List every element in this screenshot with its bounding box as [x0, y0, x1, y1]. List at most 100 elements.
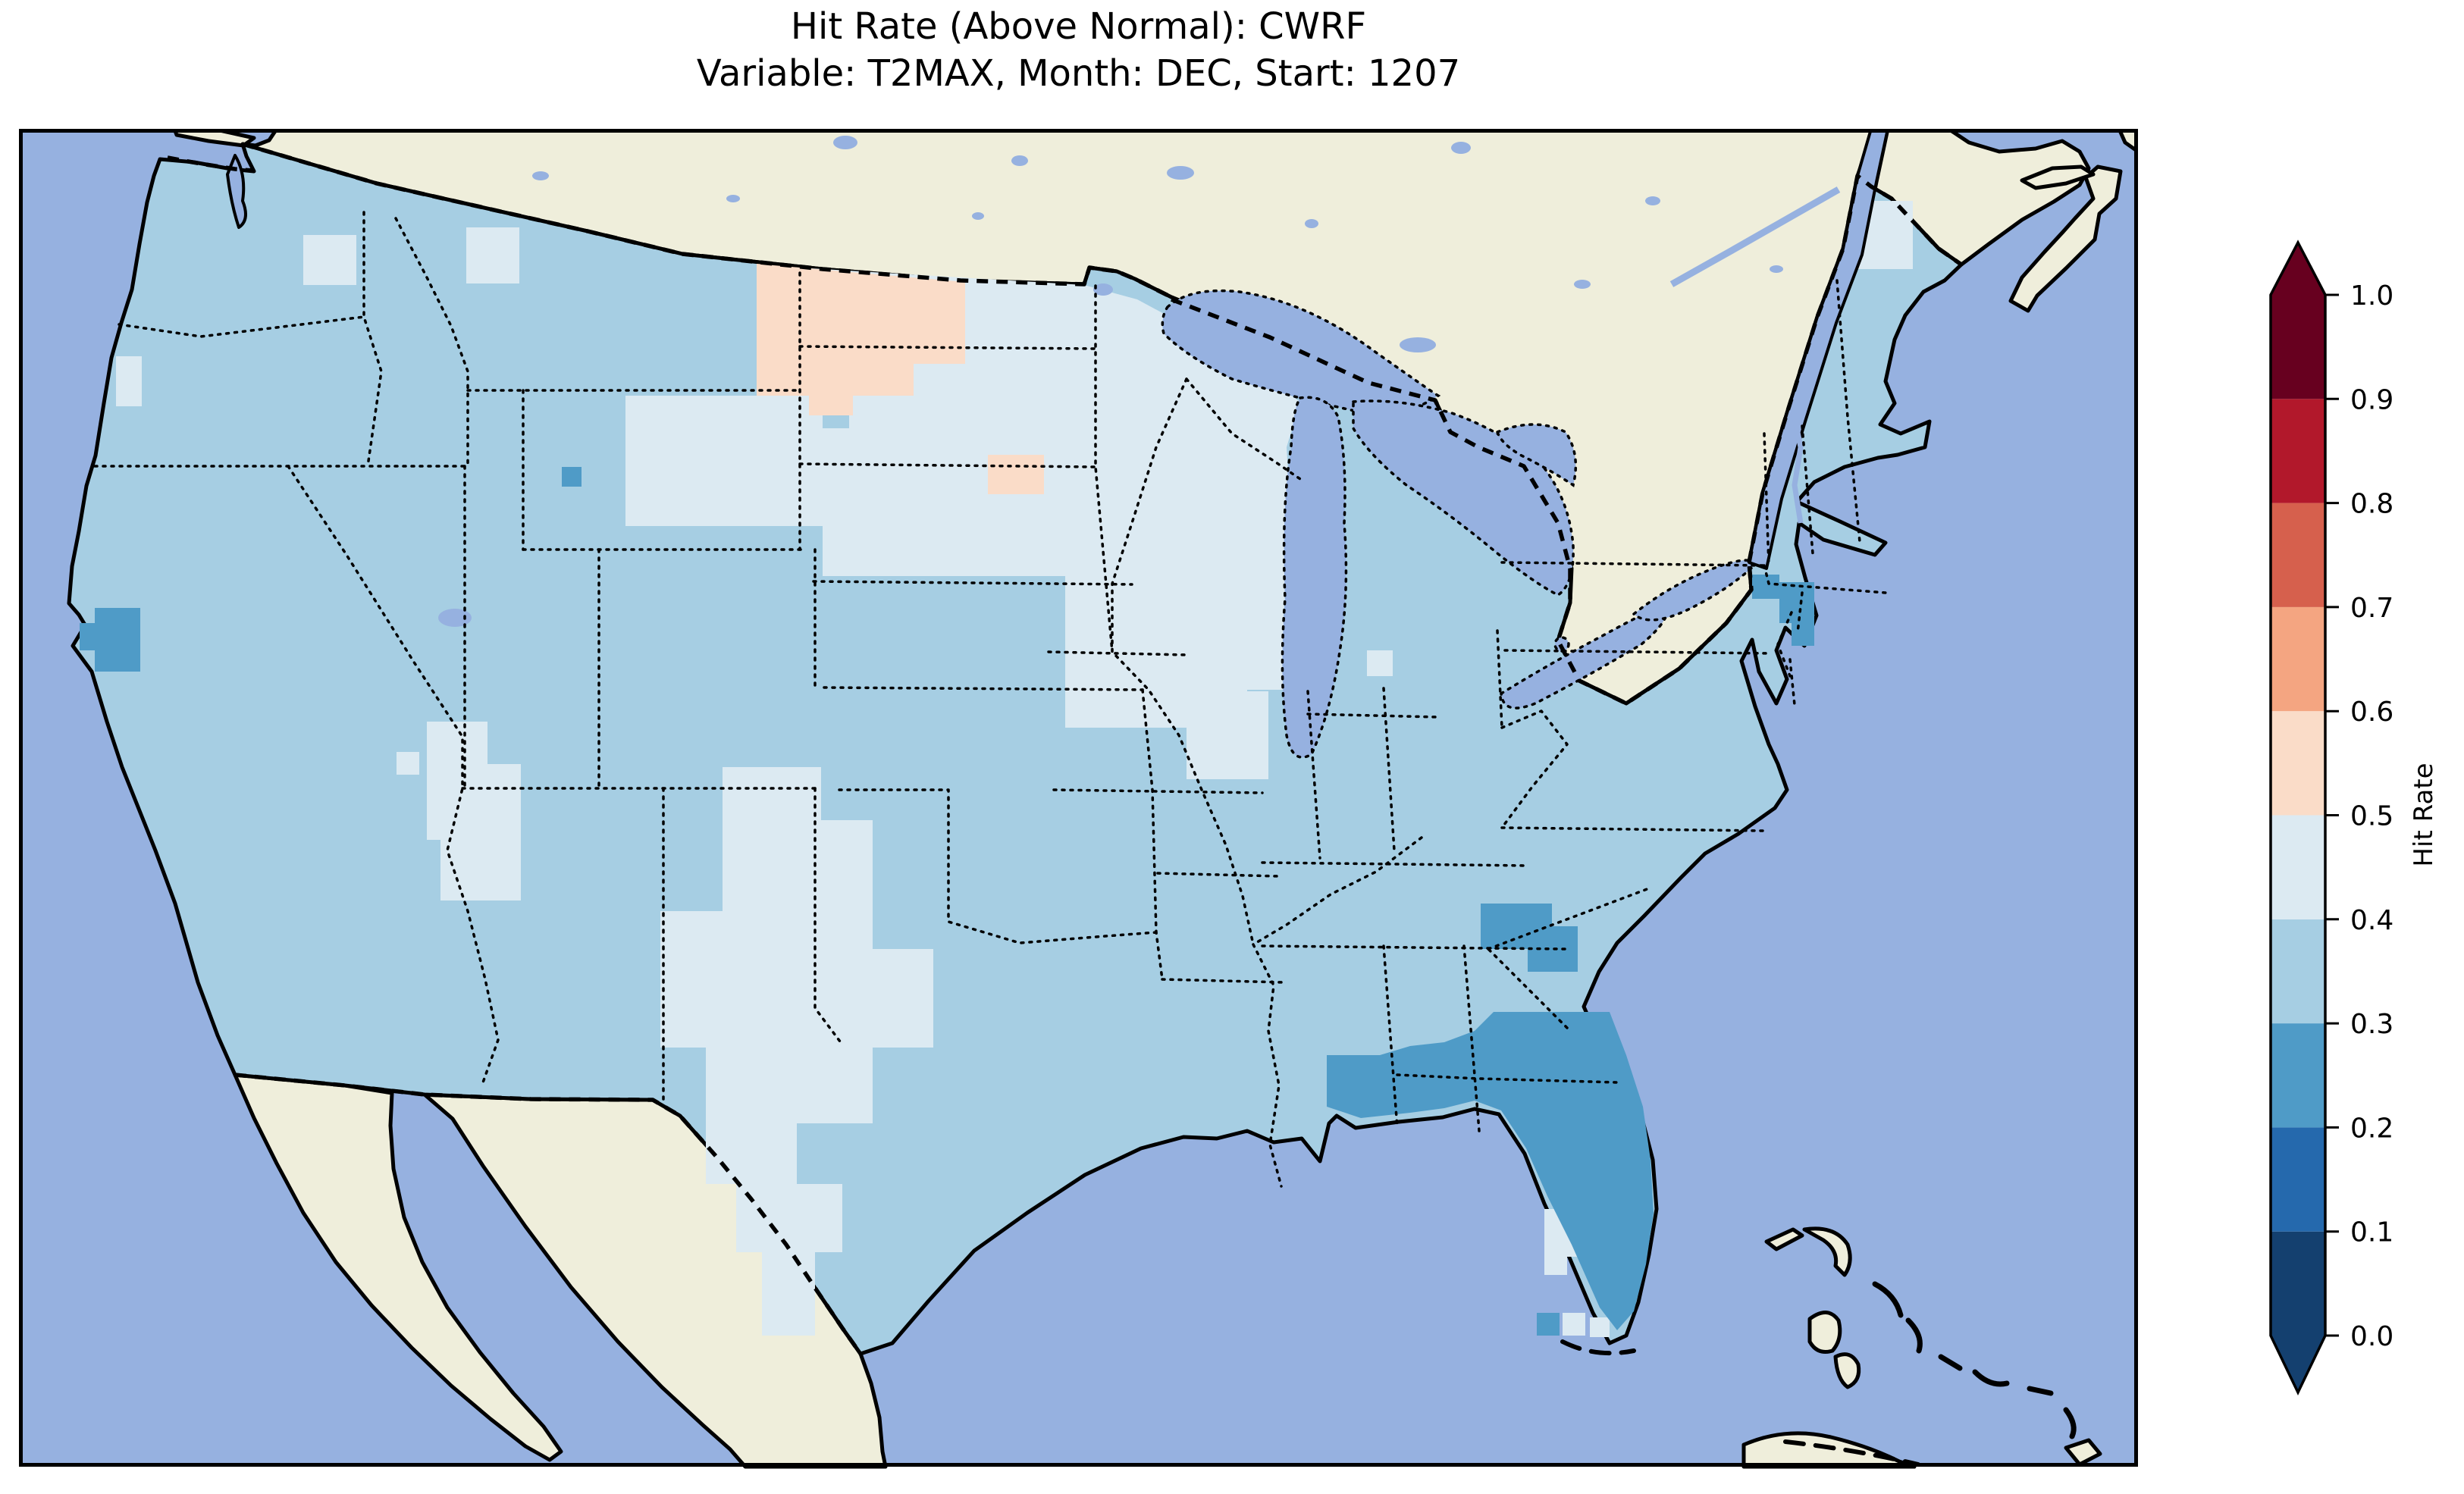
tick-label: 0.3: [2350, 1009, 2393, 1040]
cell-patch: [1563, 1313, 1585, 1336]
small-lake: [1770, 265, 1783, 273]
state-border: [1500, 826, 1766, 832]
state-border: [1796, 591, 1804, 634]
cells-hit-rate-0.2-0.3: [80, 467, 1814, 1336]
colorbar-axis-label: Hit Rate: [2409, 763, 2439, 866]
state-border: [813, 787, 844, 1046]
cells-west-texas-new-mexico: [660, 767, 933, 1184]
tick-label: 0.4: [2350, 905, 2393, 936]
state-border: [798, 345, 1097, 350]
exuma-arc: [1905, 1317, 1923, 1354]
bahamas-island: [2064, 1438, 2102, 1467]
us-canada-border-lakes: [1171, 297, 1754, 706]
small-lake: [833, 136, 857, 149]
tick-label: 0.8: [2350, 489, 2393, 520]
colorbar-bin: [2271, 1231, 2325, 1336]
state-border: [1763, 432, 1770, 567]
cells-hit-rate-0.4-0.5: [116, 201, 1913, 1337]
state-border: [1835, 279, 1861, 543]
state-border: [118, 315, 365, 338]
island-arc: [1938, 1354, 1963, 1371]
small-lake: [1574, 280, 1591, 289]
colorbar-bin: [2271, 1023, 2325, 1128]
colorbar-bin: [2271, 503, 2325, 607]
cells-montana-north-dakota-pink: [757, 264, 965, 415]
small-lake: [1451, 142, 1471, 154]
cell-patch: [1537, 1313, 1560, 1336]
colorbar-ticks: 0.0 0.1 0.2 0.3 0.4 0.5 0.6 0.7 0.8 0.9 …: [2325, 280, 2393, 1352]
small-lake: [726, 195, 740, 202]
map-frame: [19, 129, 2138, 1467]
tick-label: 0.5: [2350, 801, 2393, 832]
state-border: [1094, 284, 1114, 653]
bahamas-island: [1764, 1227, 1804, 1251]
state-border: [1161, 978, 1285, 984]
state-borders: [93, 211, 1887, 1188]
us-canada-border-east: [1747, 174, 1963, 563]
cells-hit-rate-0.5-0.6: [757, 264, 1044, 494]
small-lake: [1011, 155, 1028, 166]
colorbar-bin: [2271, 919, 2325, 1024]
small-lake: [1645, 196, 1660, 205]
state-border: [1382, 944, 1399, 1129]
hudson-river: [1790, 409, 1804, 524]
cells-wyoming-nebraska: [625, 396, 823, 526]
cuba-cays: [1783, 1439, 1920, 1467]
state-border: [1462, 944, 1481, 1132]
cells-south-dakota-nebraska: [823, 428, 1096, 576]
tick-label: 0.6: [2350, 697, 2393, 728]
title-line-2: Variable: T2MAX, Month: DEC, Start: 1207: [696, 52, 1461, 95]
cells-florida-gulf-coast: [1327, 1012, 1654, 1330]
colorbar-bin: [2271, 295, 2325, 399]
island-arc: [2027, 1386, 2054, 1396]
cell-patch: [1367, 650, 1393, 676]
colorbar-bin: [2271, 399, 2325, 503]
cells-central-georgia: [1481, 904, 1578, 972]
cells-iowa-illinois: [1065, 553, 1268, 779]
state-border: [1487, 947, 1569, 1029]
small-lakes: [438, 136, 2064, 627]
tick-label: 1.0: [2350, 280, 2393, 312]
small-lake: [2053, 221, 2064, 227]
island-arc: [1972, 1369, 2010, 1387]
state-border: [287, 465, 500, 1084]
state-border: [1503, 649, 1772, 655]
colorbar-bin: [2271, 815, 2325, 919]
cell-patch: [466, 227, 519, 283]
cell-patch: [1590, 1317, 1610, 1337]
cell-patch: [303, 235, 356, 285]
small-lake: [972, 212, 984, 220]
colorbar-extend-max-arrow: [2271, 243, 2325, 295]
lake-nipigon: [1400, 337, 1436, 352]
lake-michigan: [1281, 396, 1348, 759]
bahamas-island: [1807, 1311, 1842, 1354]
state-border: [1185, 377, 1302, 481]
cells-south-dakota-pink: [988, 455, 1044, 494]
state-border: [1047, 650, 1188, 656]
lake-of-the-woods: [1093, 283, 1113, 296]
colorbar-bins: [2271, 243, 2325, 1392]
state-border: [1261, 944, 1569, 951]
state-border: [1500, 709, 1569, 829]
cell-patch: [397, 752, 419, 775]
state-border: [823, 686, 1144, 691]
state-border: [838, 788, 1158, 944]
ottawa-river: [1669, 186, 1841, 287]
eleuthera-arc: [1872, 1281, 1904, 1318]
state-border: [1487, 887, 1651, 951]
state-border: [1261, 861, 1528, 867]
state-border: [798, 462, 1097, 468]
state-border: [1776, 611, 1793, 678]
puget-sound: [226, 154, 247, 229]
cell-patch: [116, 356, 142, 406]
foreign-landmasses: [172, 129, 2138, 1469]
state-border: [1141, 688, 1164, 981]
plot-title: Hit Rate (Above Normal): CWRF Variable: …: [19, 3, 2138, 97]
small-lake: [1305, 219, 1318, 228]
state-border: [1052, 788, 1264, 794]
state-border: [812, 580, 1133, 586]
small-lake: [532, 171, 549, 180]
island-arc: [2063, 1407, 2077, 1439]
colorbar: 0.0 0.1 0.2 0.3 0.4 0.5 0.6 0.7 0.8 0.9 …: [2269, 240, 2439, 1396]
colorbar-extend-min-arrow: [2271, 1336, 2325, 1392]
